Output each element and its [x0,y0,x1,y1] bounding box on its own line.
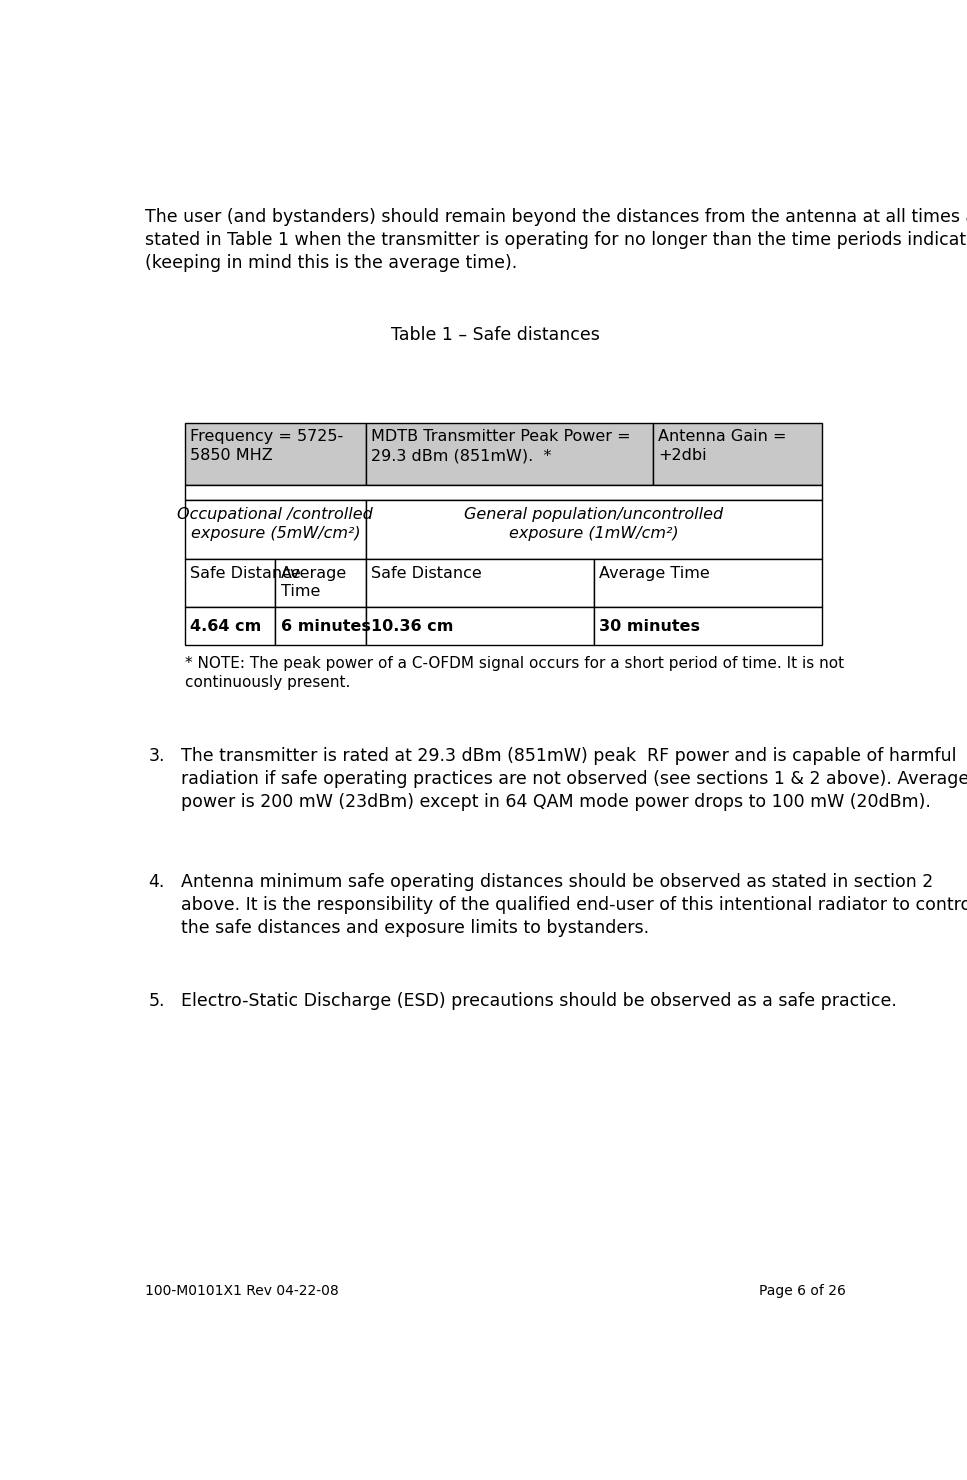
Text: Page 6 of 26: Page 6 of 26 [759,1283,846,1298]
Text: The transmitter is rated at 29.3 dBm (851mW) peak  RF power and is capable of ha: The transmitter is rated at 29.3 dBm (85… [181,747,967,811]
Text: Electro-Static Discharge (ESD) precautions should be observed as a safe practice: Electro-Static Discharge (ESD) precautio… [181,993,896,1011]
Text: 6 minutes: 6 minutes [280,619,370,633]
Bar [185,607,276,645]
Text: General population/uncontrolled
exposure (1mW/cm²): General population/uncontrolled exposure… [464,508,723,540]
Text: Safe Distance: Safe Distance [190,567,301,582]
Text: 5.: 5. [149,993,165,1011]
Bar [185,485,822,500]
Bar [594,607,822,645]
Text: Antenna Gain =
+2dbi: Antenna Gain = +2dbi [658,429,786,463]
Text: Frequency = 5725-
5850 MHZ: Frequency = 5725- 5850 MHZ [190,429,343,463]
Bar [185,559,276,607]
Text: Table 1 – Safe distances: Table 1 – Safe distances [391,326,601,343]
Text: 3.: 3. [149,747,165,765]
Text: 4.64 cm: 4.64 cm [190,619,261,633]
Bar [594,559,822,607]
Bar [185,500,366,559]
Text: * NOTE: The peak power of a C-OFDM signal occurs for a short period of time. It : * NOTE: The peak power of a C-OFDM signa… [185,656,843,691]
Text: 30 minutes: 30 minutes [600,619,700,633]
Text: The user (and bystanders) should remain beyond the distances from the antenna at: The user (and bystanders) should remain … [145,209,967,272]
Text: 100-M0101X1 Rev 04-22-08: 100-M0101X1 Rev 04-22-08 [145,1283,338,1298]
Text: Antenna minimum safe operating distances should be observed as stated in section: Antenna minimum safe operating distances… [181,873,967,937]
Bar [276,607,366,645]
Text: Occupational /controlled
exposure (5mW/cm²): Occupational /controlled exposure (5mW/c… [178,508,373,540]
Bar [366,423,653,485]
Text: 4.: 4. [149,873,165,891]
Bar [653,423,822,485]
Text: Average Time: Average Time [600,567,710,582]
Bar [366,607,594,645]
Text: Safe Distance: Safe Distance [371,567,483,582]
Bar [185,423,366,485]
Bar [366,559,594,607]
Text: 10.36 cm: 10.36 cm [371,619,454,633]
Text: Average
Time: Average Time [280,567,347,598]
Bar [276,559,366,607]
Bar [366,500,822,559]
Text: MDTB Transmitter Peak Power =
29.3 dBm (851mW).  *: MDTB Transmitter Peak Power = 29.3 dBm (… [371,429,631,463]
